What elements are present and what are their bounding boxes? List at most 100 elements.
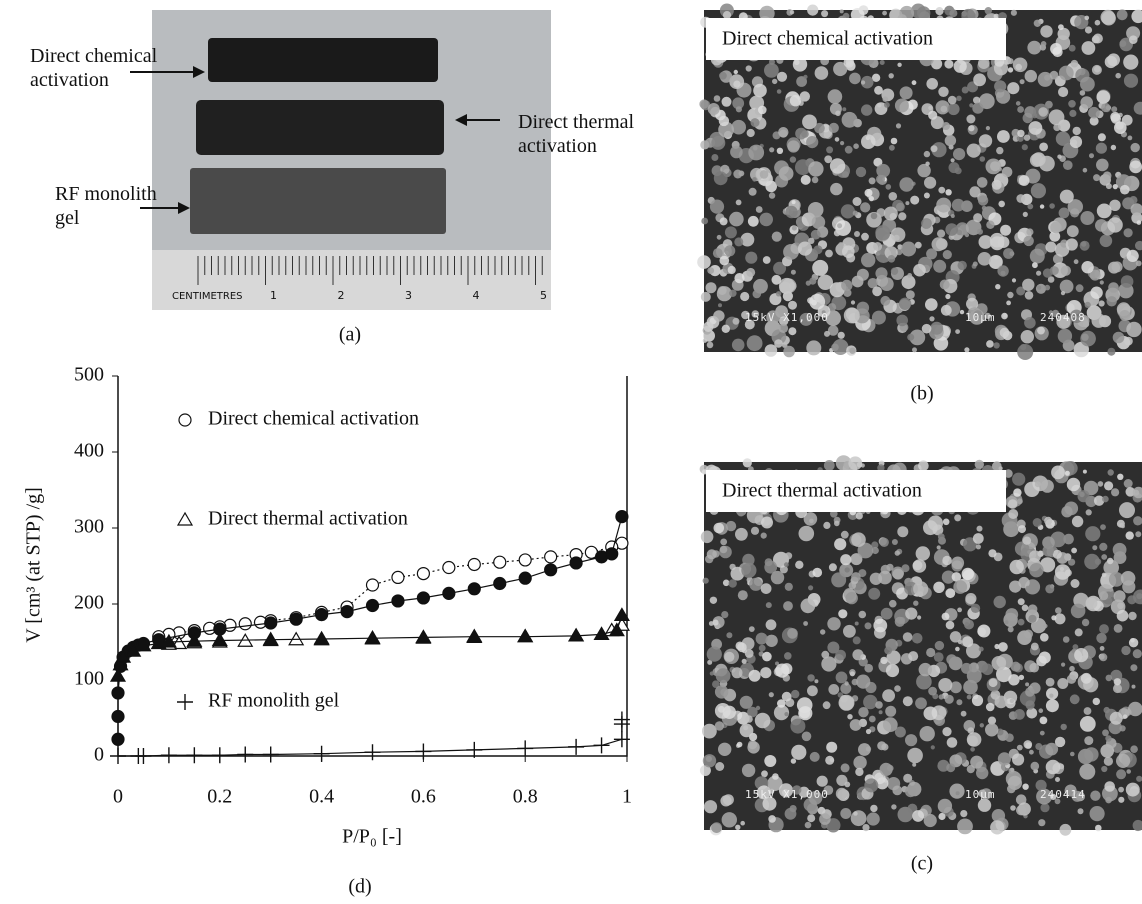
grain bbox=[957, 818, 973, 835]
grain bbox=[1007, 58, 1014, 65]
grain bbox=[1099, 646, 1105, 651]
data-point bbox=[186, 633, 203, 647]
grain bbox=[1059, 189, 1074, 204]
grain bbox=[913, 581, 929, 597]
grain bbox=[894, 550, 900, 556]
grain bbox=[1079, 240, 1090, 251]
grain bbox=[1018, 576, 1030, 589]
grain bbox=[1024, 69, 1038, 83]
grain bbox=[956, 95, 962, 102]
grain bbox=[742, 458, 752, 468]
grain bbox=[1015, 63, 1022, 71]
data-point bbox=[416, 566, 430, 581]
grain bbox=[813, 245, 823, 255]
grain bbox=[880, 295, 891, 306]
grain bbox=[711, 154, 719, 161]
grain bbox=[827, 325, 839, 336]
grain bbox=[852, 649, 864, 661]
grain bbox=[849, 347, 856, 354]
grain bbox=[837, 331, 845, 339]
grain bbox=[741, 310, 750, 320]
grain bbox=[783, 601, 793, 611]
legend-label: RF monolith gel bbox=[208, 690, 340, 712]
grain bbox=[1095, 824, 1102, 832]
grain bbox=[956, 229, 963, 236]
grain bbox=[1102, 495, 1109, 503]
grain bbox=[699, 99, 709, 109]
grain bbox=[1108, 282, 1119, 293]
grain bbox=[1099, 653, 1108, 662]
grain bbox=[747, 215, 759, 227]
grain bbox=[772, 78, 778, 85]
grain bbox=[950, 681, 962, 694]
grain bbox=[897, 62, 902, 67]
grain bbox=[764, 344, 778, 357]
grain bbox=[784, 712, 789, 717]
grain bbox=[913, 600, 919, 606]
grain bbox=[1099, 542, 1108, 552]
grain bbox=[1081, 41, 1096, 55]
grain bbox=[1054, 613, 1066, 625]
grain bbox=[842, 107, 847, 112]
grain bbox=[719, 545, 728, 554]
grain bbox=[905, 734, 918, 747]
grain bbox=[1082, 469, 1087, 474]
grain bbox=[925, 298, 938, 311]
grain bbox=[842, 12, 850, 20]
grain bbox=[1063, 533, 1074, 545]
grain bbox=[1120, 184, 1130, 195]
grain bbox=[834, 538, 847, 551]
grain bbox=[928, 110, 938, 120]
grain bbox=[733, 80, 741, 88]
grain bbox=[782, 291, 794, 302]
caption: (a) bbox=[339, 324, 361, 346]
grain bbox=[1099, 624, 1109, 634]
data-point bbox=[544, 550, 558, 564]
grain bbox=[1022, 211, 1028, 217]
grain bbox=[1039, 730, 1045, 736]
grain bbox=[894, 616, 905, 627]
arrow-head bbox=[455, 114, 467, 126]
grain bbox=[759, 5, 775, 22]
grain bbox=[1077, 490, 1090, 503]
grain bbox=[923, 706, 938, 721]
grain bbox=[1004, 620, 1009, 625]
data-point bbox=[313, 630, 330, 645]
grain bbox=[923, 813, 937, 828]
grain bbox=[736, 741, 743, 748]
grain bbox=[854, 231, 860, 237]
grain bbox=[840, 141, 845, 146]
grain bbox=[855, 512, 863, 520]
grain bbox=[709, 671, 714, 676]
grain bbox=[858, 610, 867, 619]
data-point bbox=[340, 604, 354, 619]
grain bbox=[1022, 278, 1035, 291]
grain bbox=[1090, 790, 1101, 801]
grain bbox=[784, 582, 793, 591]
grain bbox=[955, 791, 960, 796]
grain bbox=[937, 533, 945, 541]
grain bbox=[1070, 579, 1080, 588]
grain bbox=[753, 83, 767, 98]
grain bbox=[914, 241, 922, 249]
grain bbox=[999, 327, 1010, 338]
grain bbox=[995, 284, 1001, 290]
grain bbox=[1021, 144, 1028, 151]
grain bbox=[1051, 309, 1060, 318]
grain bbox=[931, 237, 946, 252]
grain bbox=[979, 156, 986, 162]
grain bbox=[718, 115, 730, 127]
grain bbox=[739, 695, 753, 709]
data-point bbox=[365, 578, 380, 592]
grain bbox=[840, 683, 852, 694]
grain bbox=[945, 223, 958, 236]
grain bbox=[747, 706, 758, 718]
grain bbox=[724, 226, 737, 239]
grain bbox=[827, 89, 843, 104]
grain bbox=[807, 674, 815, 682]
grain bbox=[745, 251, 758, 264]
grain bbox=[711, 822, 722, 833]
grain bbox=[949, 783, 965, 799]
grain bbox=[774, 339, 783, 348]
